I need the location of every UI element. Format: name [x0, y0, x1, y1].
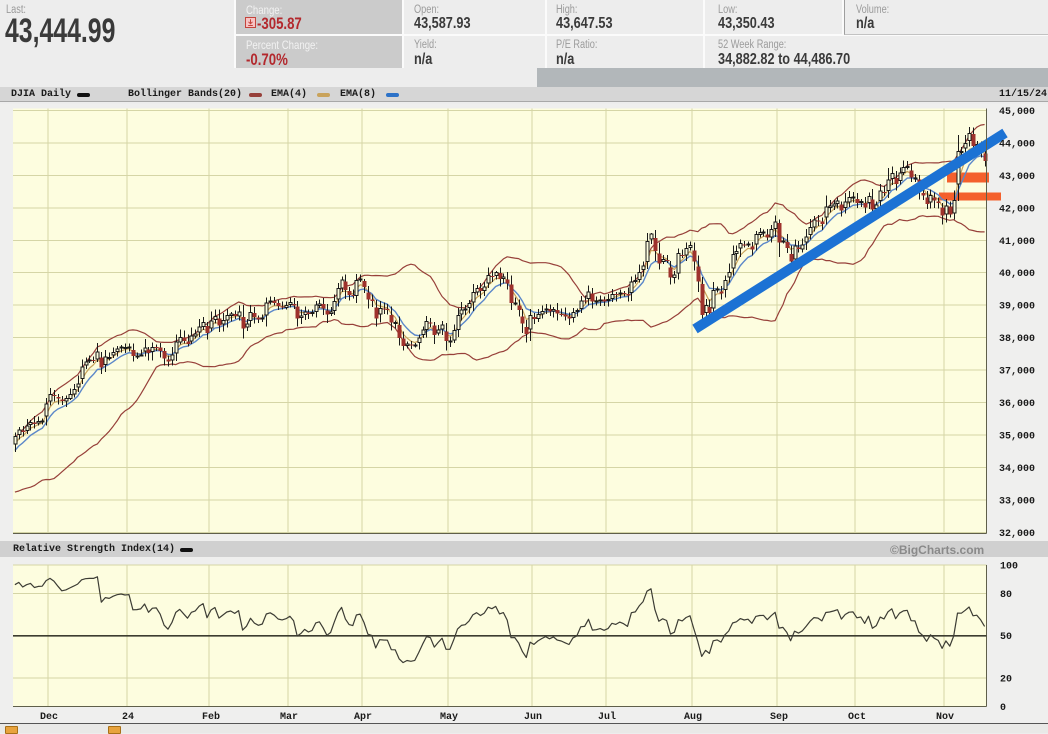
svg-text:80: 80	[1000, 590, 1012, 601]
svg-text:Oct: Oct	[848, 712, 866, 723]
svg-text:20: 20	[1000, 675, 1012, 686]
svg-text:40,000: 40,000	[999, 269, 1035, 280]
svg-text:50: 50	[1000, 632, 1012, 643]
svg-text:41,000: 41,000	[999, 237, 1035, 248]
svg-text:39,000: 39,000	[999, 302, 1035, 313]
svg-text:May: May	[440, 712, 458, 723]
svg-text:Jun: Jun	[524, 712, 542, 723]
svg-text:44,000: 44,000	[999, 139, 1035, 150]
svg-text:Aug: Aug	[684, 712, 702, 723]
svg-text:Jul: Jul	[598, 711, 616, 723]
svg-text:36,000: 36,000	[999, 399, 1035, 410]
svg-text:42,000: 42,000	[999, 204, 1035, 215]
svg-text:35,000: 35,000	[999, 432, 1035, 443]
svg-text:33,000: 33,000	[999, 496, 1035, 507]
svg-text:34,000: 34,000	[999, 464, 1035, 475]
svg-text:43,000: 43,000	[999, 172, 1035, 183]
svg-text:Mar: Mar	[280, 712, 298, 723]
svg-text:Dec: Dec	[40, 712, 58, 723]
svg-text:Sep: Sep	[770, 712, 788, 723]
svg-text:37,000: 37,000	[999, 367, 1035, 378]
svg-text:Feb: Feb	[202, 711, 220, 723]
svg-text:Apr: Apr	[354, 712, 372, 723]
svg-text:100: 100	[1000, 562, 1018, 573]
svg-text:38,000: 38,000	[999, 334, 1035, 345]
svg-text:24: 24	[122, 712, 134, 723]
svg-text:Nov: Nov	[936, 712, 954, 723]
svg-text:32,000: 32,000	[999, 529, 1035, 540]
svg-text:0: 0	[1000, 703, 1006, 714]
svg-text:45,000: 45,000	[999, 107, 1035, 118]
